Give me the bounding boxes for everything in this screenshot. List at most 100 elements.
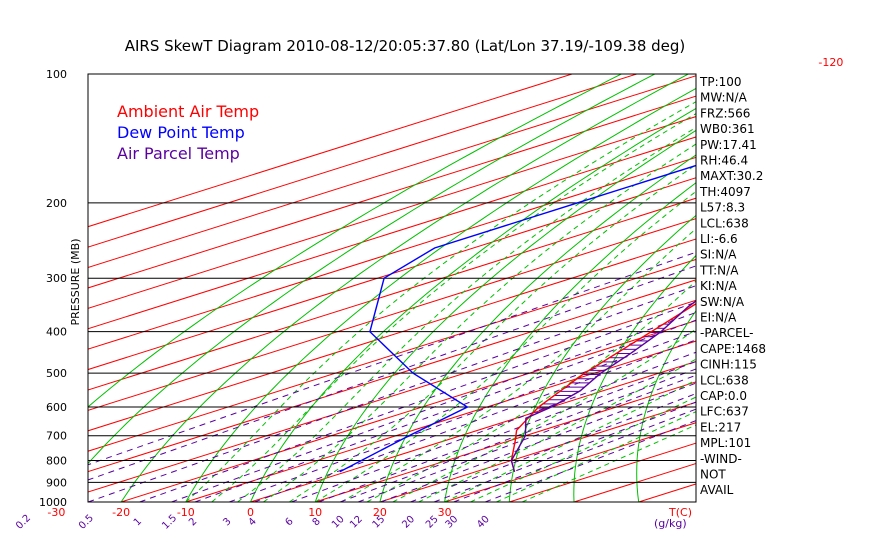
dry-adiabat-line <box>573 254 696 502</box>
isotherm-line <box>88 177 696 371</box>
dry-adiabat-line <box>88 74 656 465</box>
moist-adiabat-line <box>392 328 696 502</box>
isotherm-line <box>88 197 696 391</box>
pressure-tick-label: 1000 <box>39 496 67 509</box>
y-axis-label: PRESSURE (MB) <box>69 239 82 326</box>
index-value: TT:N/A <box>699 263 739 277</box>
index-value: TH:4097 <box>699 185 751 199</box>
moist-adiabat-line <box>211 113 696 502</box>
plot-frame <box>87 73 697 503</box>
isotherm-line <box>88 95 696 289</box>
dry-adiabat-line <box>185 87 696 502</box>
index-value: SW:N/A <box>700 295 745 309</box>
mixing-ratio-line <box>254 339 696 502</box>
isotherm-line <box>88 116 696 309</box>
mixing-ratio-line <box>291 351 696 502</box>
bottom-temp-tick-label: -10 <box>177 506 195 519</box>
isotherm-line <box>88 279 696 473</box>
dry-adiabat-line <box>88 74 622 408</box>
isotherm-line <box>88 218 696 411</box>
index-value: L57:8.3 <box>700 201 745 215</box>
index-value: MPL:101 <box>700 436 751 450</box>
pressure-tick-label: 200 <box>46 197 67 210</box>
bottom-temp-tick-label: 30 <box>438 506 452 519</box>
index-value: CINH:115 <box>700 358 757 372</box>
isotherm-line <box>88 156 696 350</box>
pressure-tick-label: 100 <box>46 68 67 81</box>
mixing-ratio-line <box>88 285 696 502</box>
mixing-ratio-line <box>357 374 696 502</box>
index-value: -WIND- <box>700 452 742 466</box>
legend-dew-point-temp: Dew Point Temp <box>117 123 245 142</box>
index-value: CAP:0.0 <box>700 389 747 403</box>
pressure-tick-label: 800 <box>46 455 67 468</box>
index-value: TP:100 <box>699 75 742 89</box>
mixing-ratio-label: 20 <box>400 514 417 531</box>
chart-title: AIRS SkewT Diagram 2010-08-12/20:05:37.8… <box>125 37 686 55</box>
bottom-temp-tick-label: -20 <box>112 506 130 519</box>
moist-adiabat-line <box>418 358 696 502</box>
pressure-tick-label: 400 <box>46 326 67 339</box>
top-temp-tick-label: -120 <box>818 56 843 69</box>
isotherm-line <box>315 381 696 502</box>
mixing-ratio-line <box>318 361 696 502</box>
bottom-axis-unit: T(C) <box>668 506 692 519</box>
index-value: LFC:637 <box>700 405 749 419</box>
bottom-temp-tick-label: 20 <box>373 506 387 519</box>
mixing-ratio-label: 6 <box>283 516 295 528</box>
isotherm-line <box>120 320 696 502</box>
mixing-ratio-label: 0.2 <box>14 513 33 532</box>
mixing-ratio-label: 12 <box>348 514 365 531</box>
isotherm-line <box>88 136 696 330</box>
dry-adiabat-line <box>444 182 696 502</box>
bottom-temp-tick-label: -30 <box>47 506 65 519</box>
bottom-temp-tick-label: 10 <box>308 506 322 519</box>
moist-adiabat-line <box>340 228 696 502</box>
bottom-temp-tick-label: -40 <box>0 506 1 519</box>
pressure-tick-label: 500 <box>46 367 67 380</box>
dry-adiabat-line <box>314 129 696 502</box>
mixing-ratio-label: 10 <box>330 514 347 531</box>
index-value: MAXT:30.2 <box>700 169 763 183</box>
isotherm-line <box>88 258 696 452</box>
isotherm-line <box>250 360 696 502</box>
mixing-ratio-line <box>410 393 696 502</box>
isotherm-line <box>185 340 696 502</box>
moist-adiabat-line <box>366 280 696 502</box>
legend-air-parcel-temp: Air Parcel Temp <box>117 144 240 163</box>
mixing-ratio-label: 0.5 <box>77 513 96 532</box>
moist-adiabat-line <box>314 190 696 502</box>
moist-adiabat-line <box>521 424 696 502</box>
mixing-ratio-label: 40 <box>475 514 492 531</box>
index-value: CAPE:1468 <box>700 342 766 356</box>
mixing-ratio-unit: (g/kg) <box>654 517 687 530</box>
mixing-ratio-label: 4 <box>247 516 259 528</box>
index-value: FRZ:566 <box>700 106 750 120</box>
pressure-tick-label: 300 <box>46 272 67 285</box>
legend: Ambient Air Temp Dew Point Temp Air Parc… <box>117 102 259 163</box>
index-value: MW:N/A <box>700 91 748 105</box>
pressure-tick-label: 600 <box>46 401 67 414</box>
index-value: LI:-6.6 <box>700 232 738 246</box>
mixing-ratio-label: 1 <box>132 516 144 528</box>
dry-adiabat-line <box>250 107 696 502</box>
index-value: WB0:361 <box>700 122 755 136</box>
index-value: NOT <box>700 468 726 482</box>
index-value: KI:N/A <box>700 279 737 293</box>
pressure-tick-label: 700 <box>46 430 67 443</box>
index-value: EI:N/A <box>700 311 737 325</box>
air-parcel-temp-series-line <box>510 300 696 472</box>
mixing-ratio-label: 2 <box>187 516 199 528</box>
index-value: EL:217 <box>700 420 741 434</box>
bottom-temp-tick-label: 0 <box>247 506 254 519</box>
dry-adiabat-line <box>757 74 870 502</box>
dew-point-temp-series-line <box>339 164 696 473</box>
index-value: AVAIL <box>700 483 734 497</box>
isotherm-line <box>379 401 696 502</box>
dry-adiabat-line <box>120 74 689 502</box>
index-value: PW:17.41 <box>700 138 757 152</box>
index-value: RH:46.4 <box>700 154 748 168</box>
index-value: LCL:638 <box>700 373 749 387</box>
moist-adiabat-line <box>237 126 696 502</box>
